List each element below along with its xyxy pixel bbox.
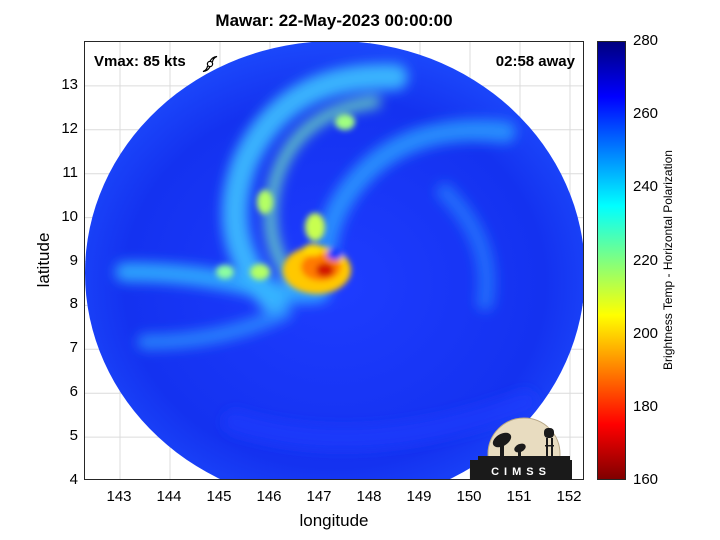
colorbar-tick-label: 160 [633,471,659,488]
x-tick-label: 144 [156,488,182,505]
x-axis-label: longitude [299,511,369,530]
hurricane-icon [202,55,218,73]
y-tick-label: 6 [69,383,78,401]
time-away-label: 02:58 away [495,53,575,70]
map-plot-area[interactable] [84,41,584,480]
colorbar-tick-label: 180 [633,397,659,415]
colorbar-tick-label: 220 [633,251,659,269]
brightness-temperature-swath [85,42,583,479]
colorbar-label: Brightness Temp - Horizontal Polarizatio… [661,150,675,370]
x-tick-label: 145 [206,488,232,505]
colorbar-tick-label: 240 [633,178,659,196]
x-tick-label: 150 [456,488,482,505]
y-tick-label: 11 [62,163,78,181]
x-tick-label: 148 [356,488,382,505]
x-tick-label: 151 [506,488,532,505]
y-tick-label: 10 [61,207,78,225]
y-tick-label: 7 [69,339,78,357]
y-tick-label: 8 [69,295,78,313]
plot-title: Mawar: 22-May-2023 00:00:00 [215,11,453,30]
y-tick-label: 5 [69,427,78,445]
x-tick-label: 143 [106,488,132,505]
y-tick-label: 9 [69,251,78,269]
colorbar-tick-label: 280 [633,32,659,49]
cimss-logo: CIMSS [470,417,572,480]
vmax-label: Vmax: 85 kts [94,53,186,70]
y-tick-label: 13 [61,75,78,93]
x-tick-label: 146 [256,488,282,505]
x-tick-label: 149 [406,488,432,505]
x-tick-label: 147 [306,488,332,505]
colorbar-tick-label: 200 [633,324,659,342]
y-axis-label: latitude [34,232,53,288]
colorbar-tick-label: 260 [633,105,659,123]
svg-text:CIMSS: CIMSS [491,466,551,478]
y-tick-label: 4 [69,471,78,488]
y-tick-label: 12 [61,119,78,137]
x-tick-label: 152 [556,488,582,505]
colorbar [597,41,626,480]
